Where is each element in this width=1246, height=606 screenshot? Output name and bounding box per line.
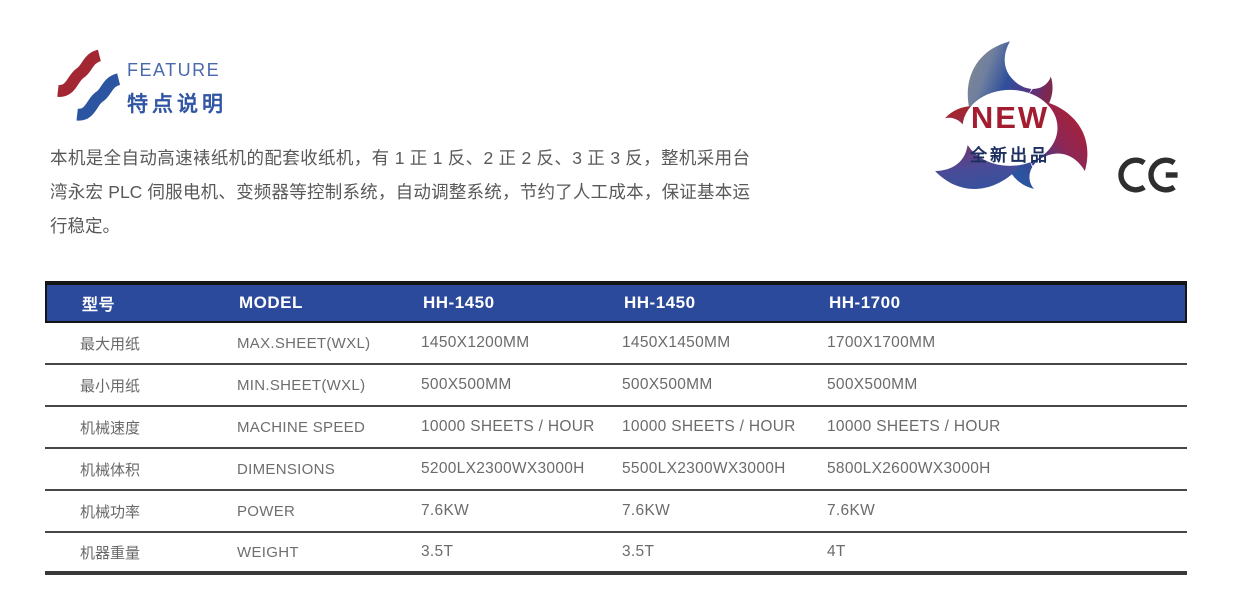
cell-value: 1700X1700MM <box>827 334 936 351</box>
header-cell-hh1700: HH-1700 <box>829 293 901 312</box>
spec-table: 型号 MODEL HH-1450 HH-1450 HH-1700 最大用纸 MA… <box>45 281 1187 575</box>
header-cell-model-cn: 型号 <box>82 297 116 314</box>
table-row-weight: 机器重量 WEIGHT 3.5T 3.5T 4T <box>45 533 1187 575</box>
cell-label-en: DIMENSIONS <box>237 460 336 478</box>
ce-mark-icon: CE <box>1118 152 1182 198</box>
new-badge: NEW 全新出品 <box>915 30 1105 220</box>
table-row-max-sheet: 最大用纸 MAX.SHEET(WXL) 1450X1200MM 1450X145… <box>45 323 1187 365</box>
cell-label-en: MACHINE SPEED <box>237 418 366 436</box>
cell-value: 3.5T <box>421 543 454 560</box>
cell-value: 5200LX2300WX3000H <box>421 460 585 477</box>
cell-value: 4T <box>827 543 846 560</box>
cell-value: 5800LX2600WX3000H <box>827 460 991 477</box>
header-cell-model-en: MODEL <box>239 293 303 312</box>
new-badge-label: NEW <box>970 100 1050 135</box>
header-cell-hh1450-a: HH-1450 <box>423 293 495 312</box>
cell-value: 7.6KW <box>827 502 876 519</box>
feature-heading: FEATURE 特点说明 <box>127 60 227 118</box>
cell-value: 5500LX2300WX3000H <box>622 460 786 477</box>
new-badge-subtitle: 全新出品 <box>970 146 1050 165</box>
cell-label-cn: 最小用纸 <box>80 377 141 395</box>
cell-label-cn: 机械体积 <box>80 461 141 479</box>
table-row-power: 机械功率 POWER 7.6KW 7.6KW 7.6KW <box>45 491 1187 533</box>
cell-label-cn: 机器重量 <box>80 544 141 562</box>
cell-value: 500X500MM <box>622 376 713 393</box>
cell-value: 500X500MM <box>421 376 512 393</box>
cell-value: 10000 SHEETS / HOUR <box>421 418 595 435</box>
cell-label-en: MAX.SHEET(WXL) <box>237 334 371 352</box>
cell-value: 3.5T <box>622 543 655 560</box>
cell-value: 7.6KW <box>622 502 671 519</box>
feature-description: 本机是全自动高速裱纸机的配套收纸机，有 1 正 1 反、2 正 2 反、3 正 … <box>50 148 750 236</box>
header-cell-hh1450-b: HH-1450 <box>624 293 696 312</box>
feature-title-cn: 特点说明 <box>127 93 227 116</box>
table-row-min-sheet: 最小用纸 MIN.SHEET(WXL) 500X500MM 500X500MM … <box>45 365 1187 407</box>
feature-title-en: FEATURE <box>127 60 221 80</box>
pinwheel-icon <box>915 41 1105 208</box>
cell-value: 7.6KW <box>421 502 470 519</box>
table-header-row: 型号 MODEL HH-1450 HH-1450 HH-1700 <box>45 281 1187 323</box>
cell-label-cn: 机械速度 <box>80 419 141 437</box>
brand-logo-icon <box>52 48 126 122</box>
cell-label-en: WEIGHT <box>237 543 299 561</box>
cell-value: 1450X1450MM <box>622 334 731 351</box>
cell-label-cn: 机械功率 <box>80 503 141 521</box>
cell-label-en: POWER <box>237 502 296 520</box>
cell-value: 10000 SHEETS / HOUR <box>622 418 796 435</box>
cell-value: 10000 SHEETS / HOUR <box>827 418 1001 435</box>
cell-value: 1450X1200MM <box>421 334 530 351</box>
cell-label-en: MIN.SHEET(WXL) <box>237 376 366 394</box>
table-row-dimensions: 机械体积 DIMENSIONS 5200LX2300WX3000H 5500LX… <box>45 449 1187 491</box>
cell-value: 500X500MM <box>827 376 918 393</box>
table-row-machine-speed: 机械速度 MACHINE SPEED 10000 SHEETS / HOUR 1… <box>45 407 1187 449</box>
cell-label-cn: 最大用纸 <box>80 335 141 353</box>
new-badge-text: NEW 全新出品 <box>915 100 1105 166</box>
